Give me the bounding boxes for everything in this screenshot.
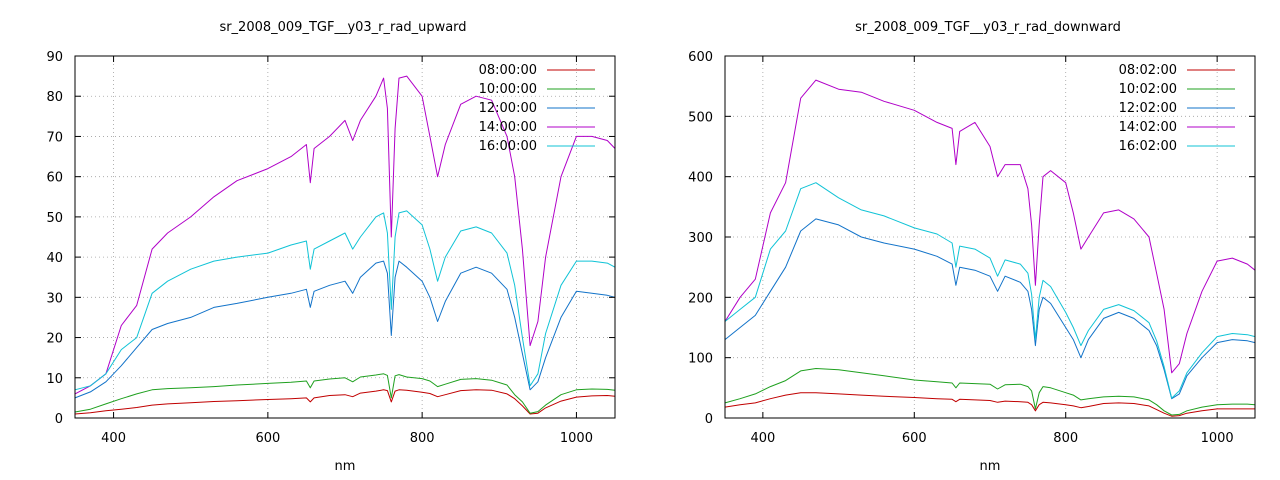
grid <box>75 56 615 418</box>
x-tick-label: 600 <box>902 431 927 446</box>
x-axis-label: nm <box>335 459 356 474</box>
legend-label: 08:02:00 <box>1119 63 1177 78</box>
legend-label: 16:02:00 <box>1119 139 1177 154</box>
legend-label: 14:00:00 <box>479 120 537 135</box>
x-tick-label: 800 <box>1053 431 1078 446</box>
y-tick-label: 50 <box>46 211 63 226</box>
chart-title: sr_2008_009_TGF__y03_r_rad_downward <box>855 20 1121 35</box>
y-tick-label: 0 <box>705 412 713 427</box>
chart-panel-2: sr_2008_009_TGF__y03_r_rad_downward 0 100 2… <box>688 20 1256 474</box>
y-tick-label: 40 <box>46 251 63 266</box>
x-axis-label: nm <box>980 459 1001 474</box>
series-line-5 <box>724 182 1256 399</box>
y-tick-label: 70 <box>46 130 63 145</box>
chart-panel-1: sr_2008_009_TGF__y03_r_rad_upward 0 10 20 30… <box>46 20 616 474</box>
legend-label: 08:00:00 <box>479 63 537 78</box>
y-tick-label: 400 <box>688 171 713 186</box>
y-tick-label: 20 <box>46 332 63 347</box>
legend-label: 14:02:00 <box>1119 120 1177 135</box>
series-line-4 <box>724 79 1256 374</box>
x-tick-label: 1000 <box>560 431 593 446</box>
plot-frame <box>74 55 616 419</box>
y-tick-label: 200 <box>688 291 713 306</box>
series-line-2 <box>74 373 616 414</box>
y-tick-label: 100 <box>688 352 713 367</box>
series-line-2 <box>724 368 1256 416</box>
legend-label: 12:02:00 <box>1119 101 1177 116</box>
grid <box>725 56 1255 418</box>
legend-label: 16:00:00 <box>479 139 537 154</box>
x-tick-label: 1000 <box>1201 431 1234 446</box>
series-line-1 <box>74 389 616 415</box>
series-line-3 <box>74 260 616 399</box>
x-tick-label: 600 <box>255 431 280 446</box>
series-line-5 <box>74 210 616 391</box>
y-tick-label: 500 <box>688 110 713 125</box>
chart-title: sr_2008_009_TGF__y03_r_rad_upward <box>219 20 466 35</box>
series-line-3 <box>724 218 1256 400</box>
x-tick-label: 400 <box>101 431 126 446</box>
y-tick-label: 0 <box>55 412 63 427</box>
y-tick-label: 300 <box>688 231 713 246</box>
y-tick-label: 600 <box>688 50 713 65</box>
series-line-4 <box>74 75 616 395</box>
legend-label: 10:00:00 <box>479 82 537 97</box>
legend: 08:02:00 10:02:00 12:02:00 14:02:00 16:02:00 <box>1119 63 1235 154</box>
legend: 08:00:00 10:00:00 12:00:00 14:00:00 16:00:00 <box>479 63 595 154</box>
y-tick-label: 10 <box>46 372 63 387</box>
x-tick-label: 800 <box>410 431 435 446</box>
legend-label: 10:02:00 <box>1119 82 1177 97</box>
x-tick-label: 400 <box>750 431 775 446</box>
y-tick-label: 30 <box>46 291 63 306</box>
y-tick-label: 80 <box>46 90 63 105</box>
y-tick-label: 90 <box>46 50 63 65</box>
legend-label: 12:00:00 <box>479 101 537 116</box>
series-line-1 <box>724 392 1255 417</box>
y-tick-label: 60 <box>46 171 63 186</box>
